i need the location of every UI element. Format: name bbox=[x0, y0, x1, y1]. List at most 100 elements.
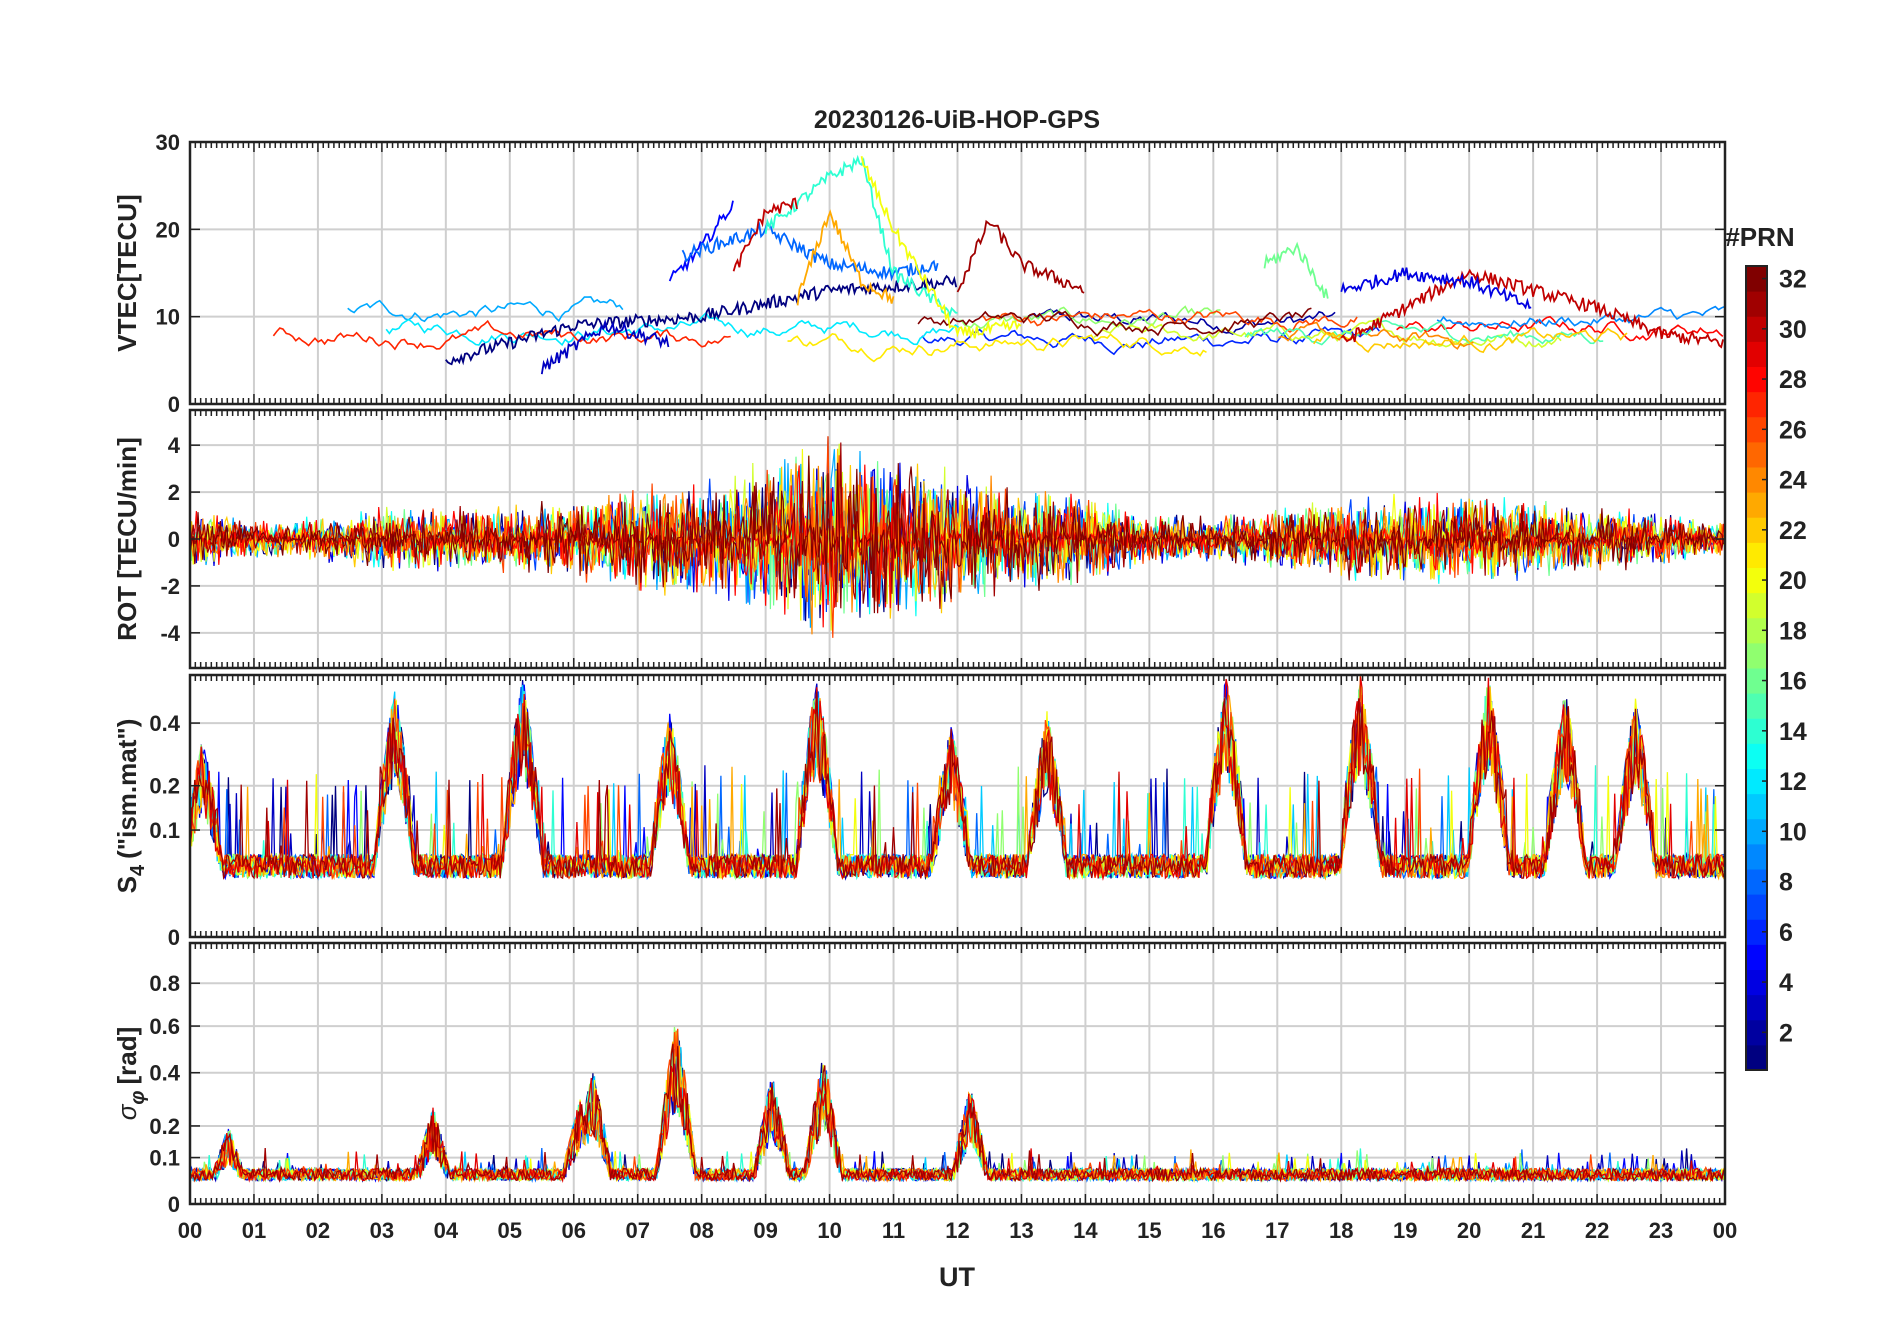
vtec-series-prn-16 bbox=[1263, 241, 1329, 299]
colorbar-segment bbox=[1746, 944, 1767, 970]
y-tick-label: 0.2 bbox=[149, 774, 180, 799]
colorbar-label: #PRN bbox=[1725, 222, 1794, 252]
colorbar-segment bbox=[1746, 542, 1767, 568]
vtec-trace bbox=[921, 325, 1380, 356]
y-tick-label: 0 bbox=[168, 527, 180, 552]
colorbar-tick-label: 20 bbox=[1779, 567, 1807, 595]
colorbar-box bbox=[1745, 265, 1768, 1071]
y-tick-label: 0 bbox=[168, 1192, 180, 1217]
colorbar-tick-label: 8 bbox=[1779, 869, 1793, 897]
x-tick-label: 21 bbox=[1521, 1218, 1545, 1243]
x-tick-label: 05 bbox=[498, 1218, 522, 1243]
y-tick-label: 0.1 bbox=[149, 818, 180, 843]
x-tick-label: 16 bbox=[1201, 1218, 1225, 1243]
colorbar-segment bbox=[1746, 467, 1767, 493]
colorbar-segment bbox=[1746, 642, 1767, 669]
y-tick-label: 10 bbox=[156, 305, 180, 330]
plot-area bbox=[190, 1026, 1725, 1184]
colorbar-segment bbox=[1746, 441, 1767, 468]
x-tick-label: 11 bbox=[882, 1218, 905, 1243]
colorbar-segment bbox=[1746, 668, 1767, 694]
y-axis-label: ROT [TECU/min] bbox=[112, 437, 142, 641]
trace-prn-31 bbox=[190, 692, 1725, 881]
x-tick-label: 20 bbox=[1457, 1218, 1481, 1243]
colorbar-tick-label: 6 bbox=[1779, 919, 1793, 947]
colorbar-segment bbox=[1746, 843, 1767, 870]
vtec-trace bbox=[917, 307, 1312, 337]
colorbar-segment bbox=[1746, 341, 1767, 367]
colorbar-tick-label: 24 bbox=[1779, 467, 1807, 495]
x-tick-label: 19 bbox=[1393, 1218, 1417, 1243]
colorbar-segment bbox=[1746, 567, 1767, 594]
colorbar-tick-label: 26 bbox=[1779, 416, 1807, 444]
x-tick-label: 09 bbox=[753, 1218, 777, 1243]
vtec-trace bbox=[347, 296, 624, 323]
plot-area bbox=[190, 675, 1725, 881]
y-tick-label: 0 bbox=[168, 925, 180, 950]
x-axis-label: UT bbox=[939, 1262, 975, 1292]
y-axis-label: VTEC[TECU] bbox=[112, 194, 142, 351]
x-tick-label: 12 bbox=[945, 1218, 969, 1243]
colorbar-segment bbox=[1746, 291, 1767, 317]
x-tick-label: 03 bbox=[370, 1218, 394, 1243]
vtec-series-prn-31 bbox=[956, 219, 1085, 294]
y-tick-label: 0 bbox=[168, 392, 180, 417]
y-tick-label: 30 bbox=[156, 130, 180, 155]
vtec-series-prn-30 bbox=[1340, 268, 1724, 349]
colorbar-tick-label: 32 bbox=[1779, 266, 1807, 294]
y-tick-label: -4 bbox=[160, 621, 180, 646]
y-label-rest: ("ism.mat") bbox=[112, 719, 142, 859]
colorbar-segment bbox=[1746, 316, 1767, 342]
x-tick-label: 00 bbox=[178, 1218, 202, 1243]
x-tick-label: 17 bbox=[1265, 1218, 1289, 1243]
y-label-sub: 4 bbox=[127, 864, 149, 876]
plot-area bbox=[272, 154, 1725, 375]
colorbar-segment bbox=[1746, 266, 1767, 292]
colorbar-tick-label: 30 bbox=[1779, 316, 1807, 344]
trace-prn-31 bbox=[190, 1043, 1725, 1183]
trace-prn-26 bbox=[190, 694, 1725, 881]
x-tick-label: 02 bbox=[306, 1218, 330, 1243]
y-tick-label: 0.8 bbox=[149, 971, 180, 996]
x-tick-label: 06 bbox=[562, 1218, 586, 1243]
colorbar-tick-label: 4 bbox=[1779, 969, 1793, 997]
x-tick-label: 23 bbox=[1649, 1218, 1673, 1243]
y-tick-label: 0.1 bbox=[149, 1146, 180, 1171]
x-tick-label: 13 bbox=[1009, 1218, 1033, 1243]
y-label-main: σ bbox=[112, 1103, 142, 1120]
vtec-trace bbox=[385, 311, 960, 347]
y-tick-label: 4 bbox=[168, 433, 181, 458]
x-tick-label: 07 bbox=[625, 1218, 649, 1243]
panel-1: 0 10 20 30 VTEC[TECU] bbox=[112, 130, 1727, 417]
vtec-series-prn-20 bbox=[860, 156, 1022, 339]
vtec-trace bbox=[982, 308, 1358, 333]
chart-title: 20230126-UiB-HOP-GPS bbox=[814, 106, 1100, 134]
x-tick-label: 18 bbox=[1329, 1218, 1353, 1243]
colorbar-tick-label: 10 bbox=[1779, 818, 1807, 846]
colorbar-segment bbox=[1746, 517, 1767, 543]
y-label-main: S bbox=[112, 876, 142, 893]
rot-trace-prn-32 bbox=[190, 455, 1725, 614]
y-label-sub: φ bbox=[127, 1091, 149, 1105]
colorbar-segment bbox=[1746, 793, 1767, 820]
x-tick-label: 01 bbox=[242, 1218, 266, 1243]
vtec-series-prn-4 bbox=[1340, 267, 1532, 310]
vtec-trace bbox=[1396, 315, 1724, 342]
y-axis-label: S4 ("ism.mat") bbox=[112, 719, 149, 894]
x-tick-label: 08 bbox=[689, 1218, 713, 1243]
vtec-trace bbox=[1436, 305, 1725, 330]
plot-area bbox=[190, 436, 1725, 638]
colorbar-segment bbox=[1746, 718, 1767, 744]
colorbar-segment bbox=[1746, 416, 1767, 443]
y-tick-label: 0.4 bbox=[149, 711, 180, 736]
y-tick-label: -2 bbox=[160, 574, 180, 599]
colorbar-segment bbox=[1746, 366, 1767, 393]
vtec-trace bbox=[787, 333, 1207, 363]
y-axis-label: σφ [rad] bbox=[112, 1027, 149, 1121]
colorbar-segment bbox=[1746, 994, 1767, 1021]
x-tick-label: 22 bbox=[1585, 1218, 1609, 1243]
colorbar-segment bbox=[1746, 969, 1767, 996]
